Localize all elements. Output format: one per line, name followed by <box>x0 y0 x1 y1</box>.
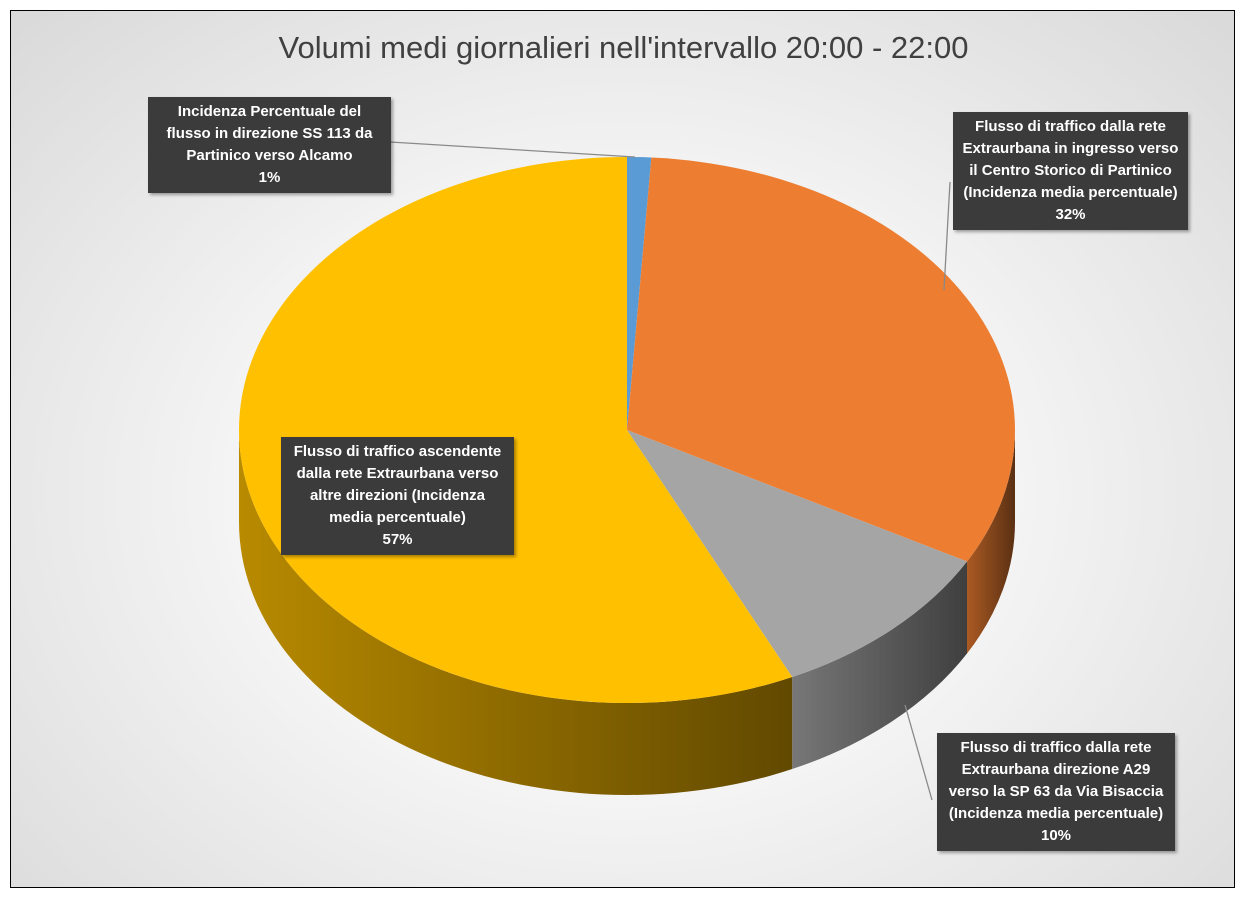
pie-slice <box>627 157 652 430</box>
pie-side <box>239 430 793 795</box>
pie-slice <box>238 157 793 703</box>
pie-side <box>967 430 1015 654</box>
data-label: Flusso di traffico dalla rete Extraurban… <box>953 112 1188 230</box>
data-label: Incidenza Percentuale del flusso in dire… <box>148 97 391 193</box>
data-label: Flusso di traffico dalla rete Extraurban… <box>937 733 1175 851</box>
category-name: Flusso di traffico dalla rete Extraurban… <box>948 739 1164 822</box>
category-name: Flusso di traffico ascendente dalla rete… <box>293 443 502 526</box>
data-label: Flusso di traffico ascendente dalla rete… <box>281 437 514 555</box>
category-name: Incidenza Percentuale del flusso in dire… <box>166 103 373 164</box>
pie-slice <box>627 157 1015 562</box>
pie-side <box>792 561 968 770</box>
value-label: 32% <box>1055 206 1086 223</box>
leader-line <box>389 141 636 158</box>
leader-line <box>904 704 933 801</box>
value-label: 57% <box>382 531 413 548</box>
category-name: Flusso di traffico dalla rete Extraurban… <box>962 118 1179 201</box>
leader-line <box>943 181 951 291</box>
value-label: 1% <box>258 169 281 186</box>
value-label: 10% <box>1040 827 1072 844</box>
pie-slice <box>627 430 968 678</box>
chart-title: Volumi medi giornalieri nell'intervallo … <box>278 30 969 65</box>
